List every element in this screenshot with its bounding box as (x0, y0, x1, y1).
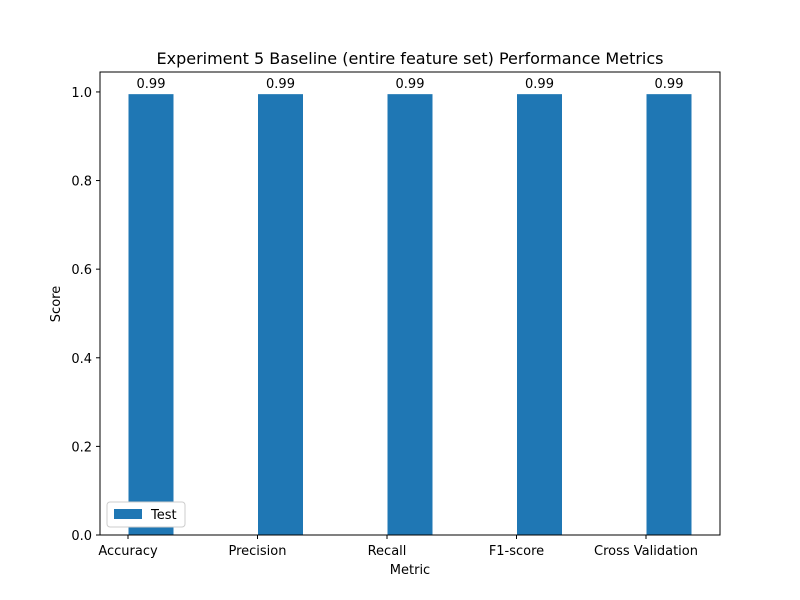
bar (646, 94, 692, 535)
y-tick-label: 0.8 (71, 175, 92, 190)
x-tick-label: Cross Validation (594, 544, 698, 559)
x-axis: Accuracy Precision Recall F1-score Cross Val… (98, 535, 698, 559)
bar (128, 94, 174, 535)
y-tick-label: 0.6 (71, 263, 92, 278)
x-tick-label: Precision (228, 544, 286, 559)
data-label: 0.99 (525, 77, 554, 92)
chart-title: Experiment 5 Baseline (entire feature se… (156, 49, 663, 68)
data-label: 0.99 (396, 77, 425, 92)
bar (387, 94, 433, 535)
x-axis-label: Metric (390, 563, 430, 578)
legend-box (106, 501, 186, 528)
x-tick-label: Recall (368, 544, 407, 559)
y-tick-label: 0.0 (71, 529, 92, 544)
data-label: 0.99 (137, 77, 166, 92)
data-label: 0.99 (266, 77, 295, 92)
legend-label: Test (150, 508, 177, 523)
y-tick-label: 0.4 (71, 352, 92, 367)
x-tick-label: Accuracy (98, 544, 158, 559)
y-axis: 0.0 0.2 0.4 0.6 0.8 1.0 (71, 86, 100, 544)
bar (258, 94, 303, 535)
legend-swatch (114, 509, 142, 519)
x-tick-label: F1-score (489, 544, 544, 559)
data-label: 0.99 (655, 77, 684, 92)
y-tick-label: 0.2 (71, 440, 92, 455)
plot-frame (99, 71, 721, 536)
y-tick-label: 1.0 (71, 86, 92, 101)
legend: Test (106, 501, 186, 528)
y-axis-label: Score (49, 286, 64, 322)
bar (517, 94, 562, 535)
plot-area: 0.99 0.99 0.99 0.99 0.99 (99, 71, 721, 536)
